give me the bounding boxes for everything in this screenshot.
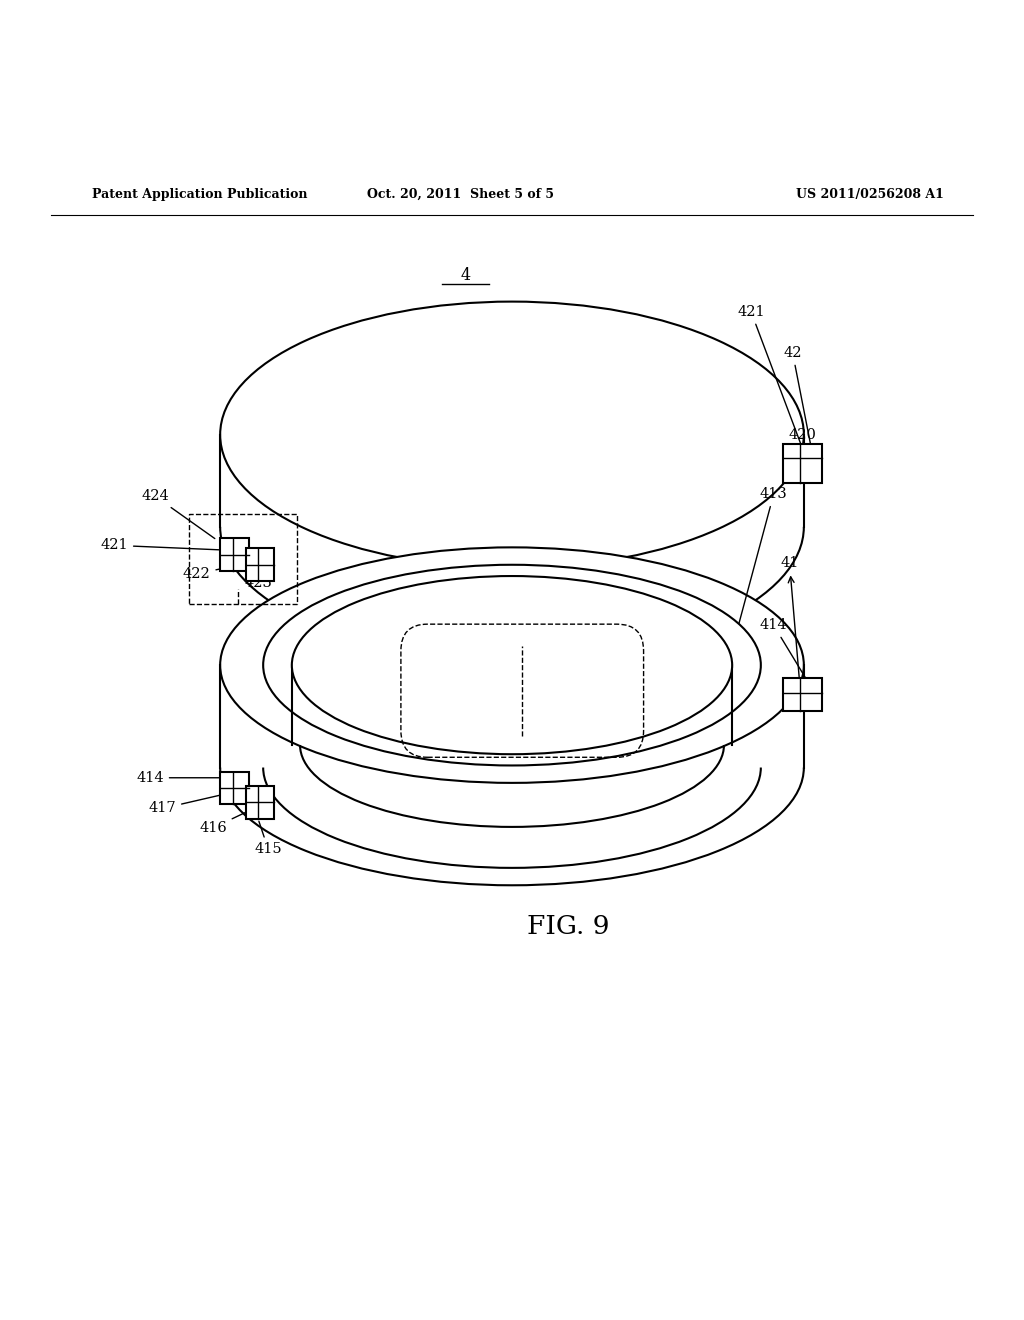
FancyBboxPatch shape <box>246 548 274 581</box>
Text: 421: 421 <box>737 305 803 450</box>
Text: 415: 415 <box>255 821 282 857</box>
FancyBboxPatch shape <box>783 444 822 483</box>
Text: US 2011/0256208 A1: US 2011/0256208 A1 <box>797 187 944 201</box>
Ellipse shape <box>220 301 804 568</box>
Text: 412: 412 <box>439 614 490 657</box>
FancyBboxPatch shape <box>220 539 249 572</box>
Text: 420: 420 <box>788 428 816 478</box>
Text: 424: 424 <box>141 490 215 539</box>
FancyBboxPatch shape <box>246 785 274 818</box>
Text: 4: 4 <box>461 268 471 285</box>
Ellipse shape <box>263 565 761 766</box>
Text: 417: 417 <box>148 793 230 816</box>
Text: Patent Application Publication: Patent Application Publication <box>92 187 307 201</box>
FancyBboxPatch shape <box>220 772 249 804</box>
Text: 422: 422 <box>182 565 237 581</box>
Text: 411: 411 <box>540 622 614 656</box>
Text: 413: 413 <box>716 487 787 711</box>
Text: 10: 10 <box>339 614 374 671</box>
Text: 414: 414 <box>760 618 811 686</box>
Text: 414: 414 <box>136 771 230 785</box>
FancyBboxPatch shape <box>783 678 822 711</box>
Text: 41: 41 <box>780 556 802 705</box>
Text: FIG. 9: FIG. 9 <box>527 913 609 939</box>
Ellipse shape <box>292 576 732 754</box>
Text: Oct. 20, 2011  Sheet 5 of 5: Oct. 20, 2011 Sheet 5 of 5 <box>368 187 554 201</box>
Text: 42: 42 <box>783 346 813 459</box>
Text: 423: 423 <box>244 577 272 590</box>
Ellipse shape <box>220 548 804 783</box>
Text: 416: 416 <box>199 808 256 836</box>
Text: 421: 421 <box>100 539 229 553</box>
